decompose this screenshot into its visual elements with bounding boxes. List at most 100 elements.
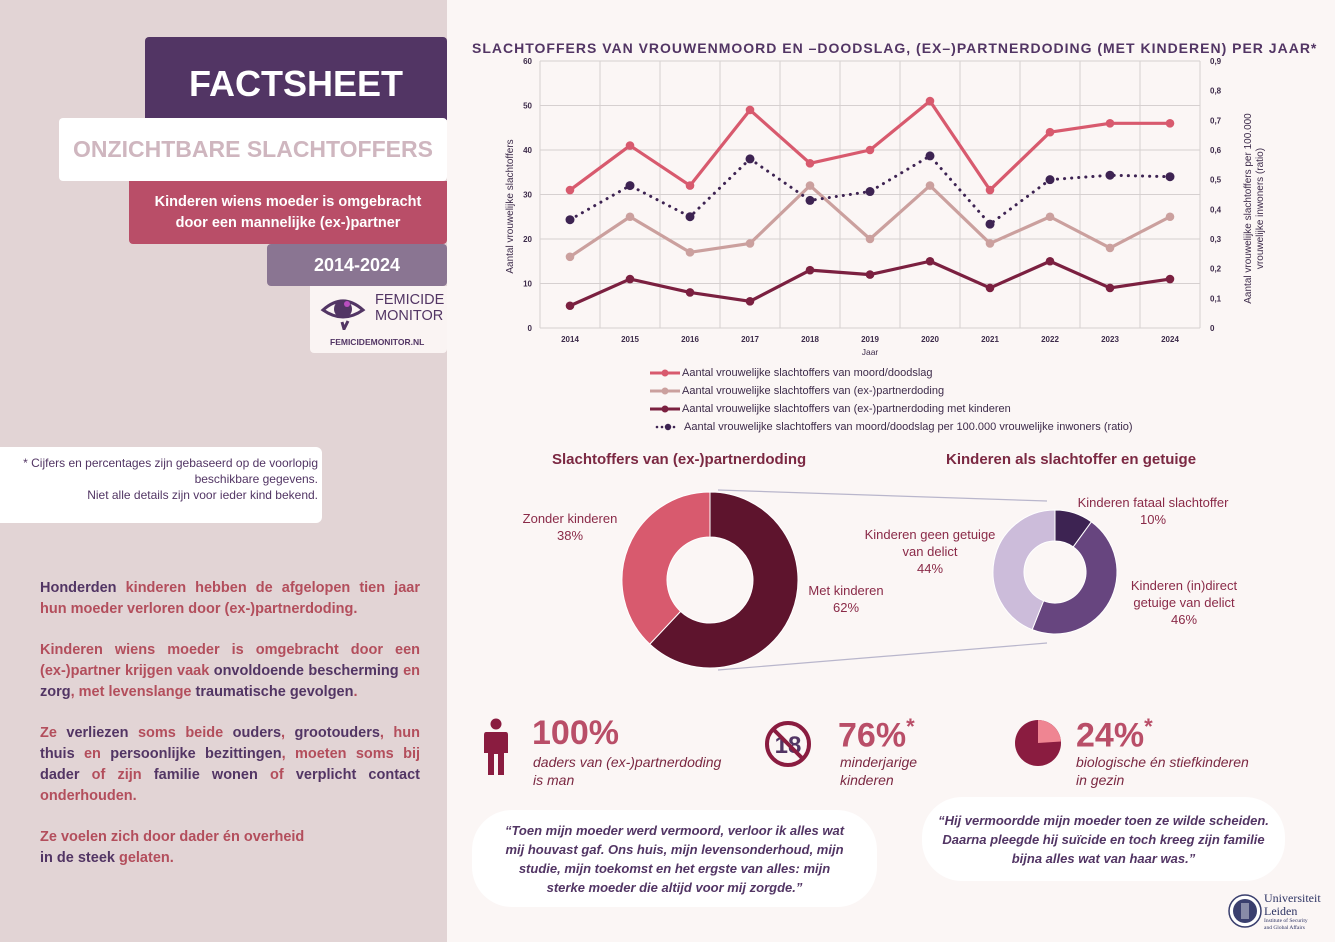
legend-dot (660, 425, 664, 429)
text-segment: verliezen (66, 725, 129, 741)
label-pct: 62% (832, 600, 860, 615)
legend-swatch (655, 423, 676, 431)
text-segment: onvoldoende bescherming (213, 663, 399, 679)
y-axis-label: Aantal vrouwelijke slachtoffers (505, 139, 516, 273)
text-segment: , moeten soms bij (281, 746, 420, 762)
legend-label: Aantal vrouwelijke slachtoffers van moor… (682, 367, 933, 379)
text-segment: ouders (232, 725, 282, 741)
legend-swatch (650, 405, 680, 413)
data-point (865, 187, 875, 197)
data-point (925, 151, 935, 161)
university-seal-icon (1228, 894, 1262, 928)
university-wordmark: Universiteit Leiden Institute of Securit… (1264, 892, 1321, 932)
x-tick-label: 2018 (801, 335, 819, 344)
donut-right-title: Kinderen als slachtoffer en getuige (946, 451, 1197, 468)
y2-tick-label: 0,7 (1210, 116, 1222, 125)
stat-76-number: 76% (838, 716, 907, 755)
quote-1-line: sterke moeder die altijd voor mij zorgde… (546, 879, 803, 895)
text-segment: soms beide (128, 725, 233, 741)
label-text-1: Kinderen (in)direct (1130, 578, 1238, 593)
data-point (985, 283, 995, 293)
stat-desc-line-1: minderjarige (840, 754, 918, 770)
x-tick-label: 2014 (561, 335, 579, 344)
university-line-2: Leiden (1264, 904, 1298, 918)
asterisk: * (906, 714, 915, 739)
data-point (1105, 283, 1115, 293)
text-segment: en (398, 663, 421, 679)
paragraph-2: Kinderen wiens moeder is omgebracht door… (40, 640, 420, 703)
pie-slice (1038, 720, 1061, 743)
pie-icon (1015, 720, 1061, 766)
data-point (925, 181, 935, 190)
left-panel: FACTSHEET ONZICHTBARE SLACHTOFFERS Kinde… (0, 0, 447, 942)
stat-24-value: 24%* (1076, 714, 1153, 755)
y-tick-label: 30 (523, 191, 532, 200)
quote-2-line: Daarna pleegde hij suïcide en toch kreeg… (942, 831, 1265, 847)
data-point (985, 219, 995, 229)
data-point (1105, 243, 1115, 253)
footnote-line-3: Niet alle details zijn voor ieder kind b… (87, 488, 318, 502)
y2-tick-label: 0,3 (1210, 235, 1222, 244)
x-tick-label: 2023 (1101, 335, 1119, 344)
legend-dot (661, 405, 669, 413)
y2-tick-label: 0,8 (1210, 87, 1222, 96)
stat-100-value: 100% (532, 714, 619, 752)
logo-wordmark: FEMICIDE MONITOR (375, 292, 444, 324)
legend-dot (655, 425, 659, 429)
line-chart: 0 10 20 30 40 50 60 0 0,1 0,2 0,3 0,4 0,5 0,6 0,7 0,8 0,… (505, 57, 1266, 357)
quote-1-line: studie, mijn toekomst en het ergste van … (518, 860, 831, 876)
data-point (1165, 274, 1175, 284)
x-tick-label: 2024 (1161, 335, 1179, 344)
stat-24-number: 24% (1076, 716, 1145, 755)
factsheet-title: FACTSHEET (145, 37, 447, 120)
stat-desc-line-2: in gezin (1076, 772, 1125, 788)
label-text-1: Kinderen geen getuige (864, 527, 996, 542)
data-point (565, 301, 575, 311)
data-point (865, 270, 875, 279)
data-point (865, 234, 875, 244)
legend-item: Aantal vrouwelijke slachtoffers van (ex-… (650, 400, 1133, 418)
period-badge: 2014-2024 (267, 244, 447, 286)
university-line-3: Institute of Security (1264, 918, 1308, 924)
donut-right-slice-2 (992, 509, 1056, 631)
y2-tick-label: 0,1 (1210, 294, 1222, 303)
text-segment: thuis (40, 746, 75, 762)
text-segment: of zijn (79, 767, 154, 783)
data-point (685, 248, 695, 257)
donut-left-slice-1 (621, 491, 711, 645)
label-met-kinderen: Met kinderen 62% (800, 582, 892, 616)
person-icon (484, 718, 508, 775)
text-segment: dader (40, 767, 80, 783)
donut-right-slice-1 (1031, 521, 1118, 635)
data-point (625, 181, 635, 191)
label-pct: 44% (916, 561, 944, 576)
stat-desc-line-2: is man (533, 772, 575, 788)
data-point (925, 256, 935, 266)
y-tick-label: 60 (523, 57, 532, 66)
legend-item: Aantal vrouwelijke slachtoffers van moor… (650, 418, 1133, 436)
data-point (1045, 256, 1055, 266)
text-segment: persoonlijke bezittingen (110, 746, 282, 762)
data-point (565, 252, 575, 262)
y-tick-label: 50 (523, 102, 532, 111)
y2-tick-label: 0,4 (1210, 205, 1222, 214)
text-segment: familie wonen (153, 767, 258, 783)
stat-76-desc: minderjarige kinderen (840, 753, 917, 789)
quote-1: “Toen mijn moeder werd vermoord, verloor… (472, 810, 877, 907)
legend-swatch (650, 387, 680, 395)
data-point (805, 159, 815, 168)
footnote-line-1: * Cijfers en percentages zijn gebaseerd … (23, 456, 318, 470)
stat-100-desc: daders van (ex-)partnerdoding is man (533, 753, 721, 789)
data-point (985, 239, 995, 248)
logo-url[interactable]: FEMICIDEMONITOR.NL (330, 337, 425, 347)
stat-24-desc: biologische én stiefkinderen in gezin (1076, 753, 1249, 789)
legend-item: Aantal vrouwelijke slachtoffers van (ex-… (650, 382, 1133, 400)
connector-line-top (717, 489, 1048, 502)
legend-label: Aantal vrouwelijke slachtoffers van moor… (684, 421, 1133, 433)
y2-axis-label-line-2: vrouwelijke inwoners (ratio) (1255, 148, 1266, 269)
footnote-line-2: beschikbare gegevens. (194, 472, 318, 486)
under-18-icon: 18 (765, 721, 811, 767)
data-point (625, 274, 635, 284)
text-segment: Kinderen wiens moeder is omgebracht door… (40, 642, 420, 679)
intro-text: Honderden kinderen hebben de afgelopen t… (40, 578, 420, 889)
